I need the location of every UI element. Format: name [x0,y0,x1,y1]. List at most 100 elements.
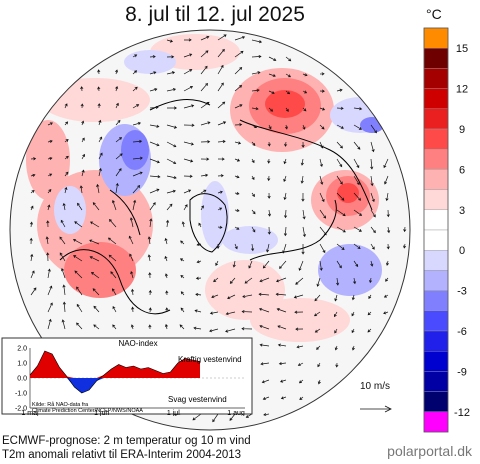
wind-arrow [268,124,272,130]
wind-arrow [90,272,100,279]
wind-arrow [30,205,34,211]
wind-arrow [301,243,305,255]
wind-arrow [129,253,134,262]
wind-arrow [314,311,321,317]
wind-arrow [227,294,236,300]
wind-arrow [47,204,51,211]
wind-arrow [251,39,263,44]
wind-arrow [115,153,123,160]
caption-line-1: ECMWF-prognose: 2 m temperatur og 10 m v… [2,435,251,447]
wind-vectors [29,34,407,423]
wind-arrow [47,139,53,143]
wind-arrow [386,209,390,218]
wind-arrow [251,71,261,75]
wind-arrow [180,275,185,279]
wind-arrow [64,121,69,126]
wind-arrow [115,182,119,194]
wind-arrow [64,155,69,160]
wind-arrow [166,88,177,92]
wind-arrow [132,171,143,177]
wind-arrow [149,55,156,59]
wind-arrow [368,294,372,300]
wind-arrow [261,379,270,384]
wind-arrow [234,104,243,109]
wind-arrow [385,260,390,266]
wind-arrow [280,396,287,400]
wind-arrow [284,124,288,130]
legend-unit: °C [426,6,442,22]
wind-arrow [193,326,202,330]
legend-tick-label: 15 [456,43,468,55]
wind-arrow [98,152,103,160]
wind-arrow [251,54,262,59]
wind-arrow [300,158,304,166]
wind-arrow [89,256,100,262]
wind-arrow [180,307,185,313]
nao-y-tick: -1.0 [15,391,27,398]
wind-arrow [97,86,101,92]
wind-arrow [353,260,359,268]
nao-y-tick: 1.0 [17,361,27,368]
wind-arrow [132,156,143,160]
wind-arrow [30,270,35,279]
wind-arrow [232,260,236,268]
wind-arrow [45,236,49,245]
wind-arrow [109,218,117,228]
wind-arrow [166,39,174,43]
wind-arrow [164,323,168,330]
wind-arrow [251,107,259,111]
wind-arrow [299,396,304,401]
wind-arrow [314,294,321,302]
wind-arrow [115,69,119,75]
wind-arrow [258,307,270,313]
legend-swatch [423,209,449,231]
wind-arrow [370,243,375,250]
wind-arrow [370,192,375,203]
wind-arrow [259,324,270,330]
wind-scale-arrow [360,405,392,413]
wind-arrow [302,209,306,220]
legend-swatch [423,88,449,109]
wind-arrow [353,192,362,201]
wind-arrow [353,243,361,250]
wind-arrow [200,189,207,194]
wind-arrow [115,102,119,109]
wind-arrow [276,308,287,313]
legend-outline [423,27,449,433]
wind-arrow [92,288,100,296]
wind-arrow [179,324,185,330]
wind-arrow [128,235,134,245]
legend-swatch [423,27,449,49]
nao-label-strong: Kraftig vestenvind [178,355,242,364]
wind-arrow [234,67,243,75]
wind-arrow [79,185,83,194]
wind-arrow [319,124,325,130]
wind-arrow [217,64,224,75]
wind-arrow [275,277,287,283]
wind-arrow [368,277,373,284]
wind-arrow [149,202,156,211]
wind-arrow [90,221,100,228]
wind-arrow [29,237,33,245]
wind-arrow [353,107,363,111]
wind-arrow [80,103,84,109]
credit: polarportal.dk [387,443,472,459]
wind-arrow [301,141,305,148]
wind-arrow [217,121,227,126]
wind-arrow [353,175,360,186]
wind-arrow [319,107,326,111]
legend-swatch [423,391,449,413]
wind-arrow [164,237,168,245]
wind-arrow [166,203,173,211]
legend-swatch [423,128,449,150]
legend-tick-label: -9 [457,366,467,378]
wind-arrow [296,345,304,349]
wind-arrow [200,205,204,211]
wind-arrow [263,413,270,417]
wind-arrow [225,328,236,333]
wind-arrow [112,324,117,330]
wind-arrow [279,379,287,383]
wind-arrow [30,253,34,262]
wind-arrow [59,252,66,262]
nao-title: NAO-index [118,339,157,348]
